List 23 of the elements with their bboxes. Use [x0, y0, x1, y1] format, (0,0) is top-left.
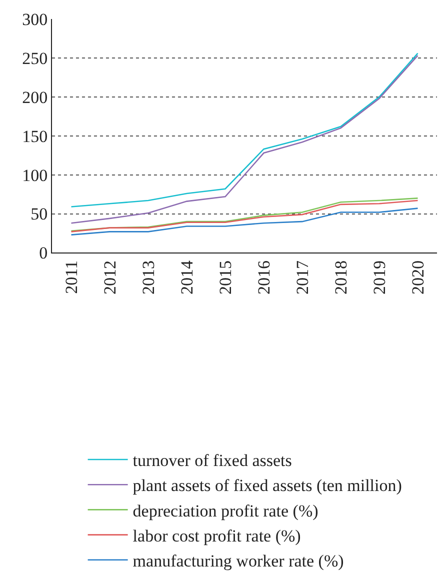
- x-tick-label: 2011: [62, 260, 81, 294]
- y-tick-label: 50: [30, 204, 48, 224]
- x-tick-label: 2015: [216, 260, 235, 295]
- x-tick-label: 2019: [370, 260, 389, 295]
- x-tick-label: 2012: [100, 260, 120, 295]
- legend-label: labor cost profit rate (%): [132, 526, 301, 546]
- y-tick-label: 150: [22, 126, 48, 146]
- y-tick-label: 200: [22, 88, 48, 107]
- x-tick-label: 2020: [408, 260, 428, 295]
- y-tick-label: 100: [22, 166, 48, 185]
- legend-label: depreciation profit rate (%): [132, 501, 318, 520]
- y-tick-label: 250: [22, 48, 48, 68]
- y-tick-label: 0: [39, 244, 48, 263]
- legend-label: manufacturing worker rate (%): [132, 552, 344, 571]
- y-tick-label: 300: [22, 10, 48, 29]
- legend-label: turnover of fixed assets: [132, 451, 292, 470]
- x-tick-label: 2014: [177, 260, 196, 295]
- x-tick-label: 2013: [138, 260, 158, 295]
- line-series: [70, 208, 418, 236]
- x-tick-label: 2017: [292, 260, 312, 295]
- legend-label: plant assets of fixed assets (ten million): [132, 476, 402, 496]
- x-tick-label: 2016: [254, 260, 274, 295]
- x-tick-label: 2018: [331, 260, 350, 295]
